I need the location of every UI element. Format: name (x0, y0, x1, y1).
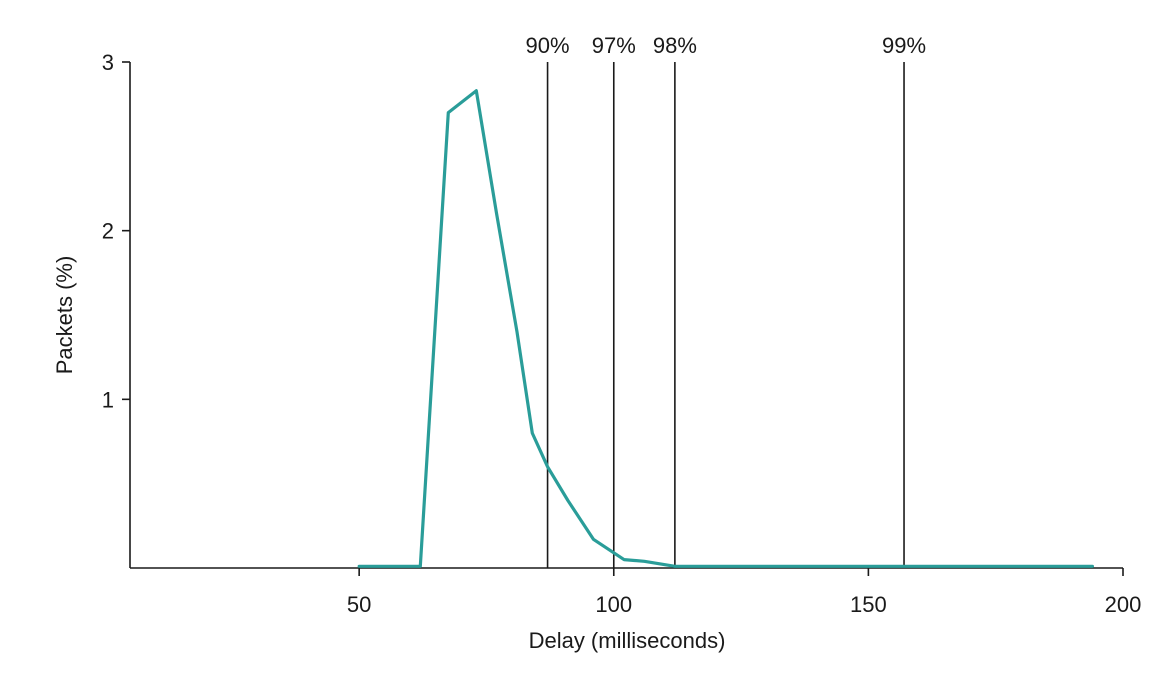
percentile-markers: 90% 97% 98% 99% (526, 33, 926, 568)
x-tick-label-100: 100 (595, 592, 632, 617)
y-tick-label-2: 2 (102, 219, 114, 244)
axes (129, 62, 1123, 569)
percentile-label-98pct: 98% (653, 33, 697, 58)
x-axis-label: Delay (milliseconds) (529, 628, 726, 653)
percentile-label-90pct: 90% (526, 33, 570, 58)
x-tick-label-50: 50 (347, 592, 371, 617)
series-line-0 (357, 89, 1094, 568)
series (357, 89, 1094, 568)
x-tick-label-150: 150 (850, 592, 887, 617)
x-tick-label-200: 200 (1105, 592, 1142, 617)
y-tick-label-3: 3 (102, 50, 114, 75)
percentile-label-97pct: 97% (592, 33, 636, 58)
y-axis-label: Packets (%) (52, 256, 77, 375)
y-tick-label-1: 1 (102, 387, 114, 412)
percentile-label-99pct: 99% (882, 33, 926, 58)
ticks: 50 100 150 200 1 2 3 (102, 50, 1142, 617)
